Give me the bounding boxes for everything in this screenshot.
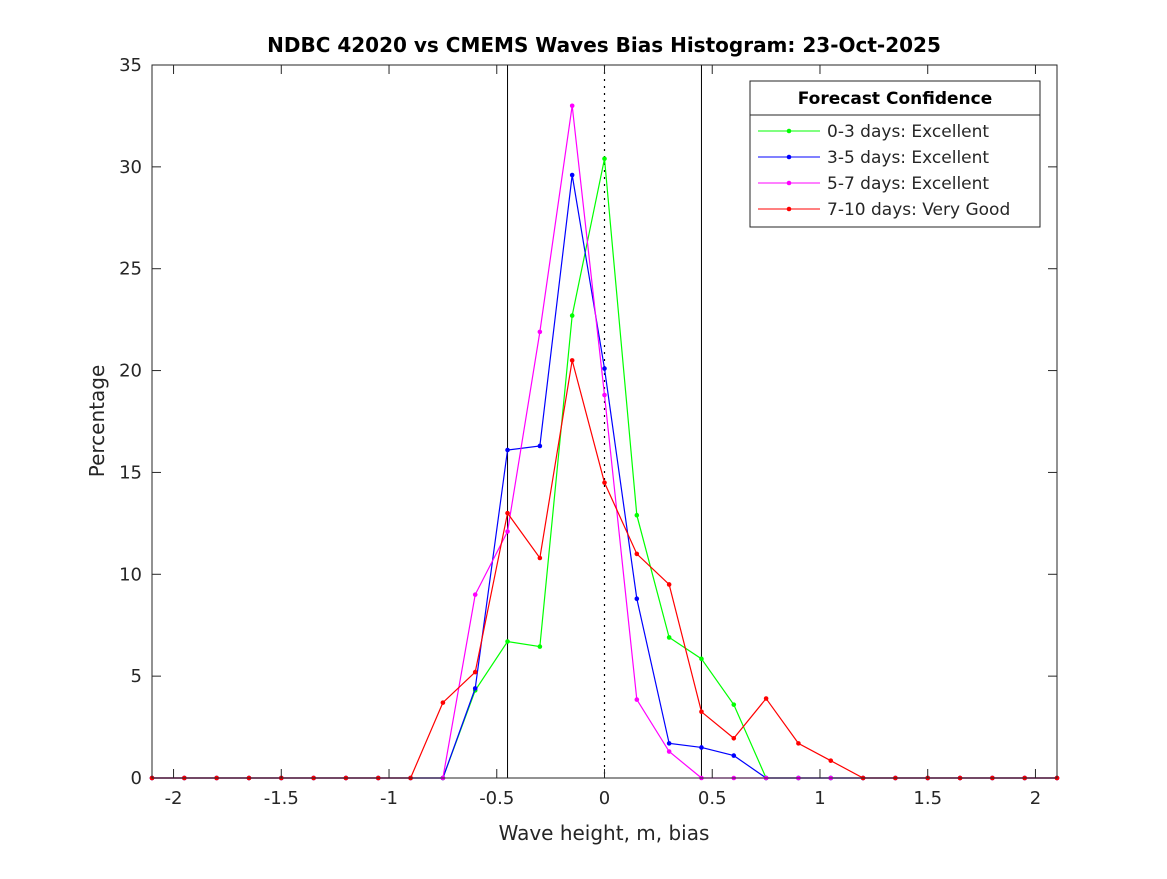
data-point xyxy=(505,447,510,453)
y-tick-label: 5 xyxy=(131,666,142,687)
legend-entry: 7-10 days: Very Good xyxy=(827,200,1010,220)
data-point xyxy=(440,700,446,705)
y-tick-label: 20 xyxy=(119,361,142,382)
legend-title: Forecast Confidence xyxy=(798,89,993,109)
data-point xyxy=(731,702,737,707)
x-tick-label: -2 xyxy=(165,788,183,809)
x-tick-label: -1 xyxy=(380,788,398,809)
x-axis-label: Wave height, m, bias xyxy=(499,821,710,845)
y-tick-label: 15 xyxy=(119,462,142,483)
y-tick-label: 30 xyxy=(119,157,142,178)
data-point xyxy=(505,639,510,644)
data-point xyxy=(828,758,834,763)
legend-entry: 0-3 days: Excellent xyxy=(827,122,989,142)
data-point xyxy=(537,443,543,449)
x-tick-label: 1.5 xyxy=(913,788,942,809)
legend: Forecast Confidence 0-3 days: Excellent 3… xyxy=(749,80,1041,228)
x-tick-label: -1.5 xyxy=(264,788,299,809)
legend-swatch-marker xyxy=(786,128,792,134)
data-point xyxy=(472,592,478,597)
data-point xyxy=(602,392,607,398)
x-tick-label: -0.5 xyxy=(479,788,514,809)
data-point xyxy=(569,313,575,318)
data-point xyxy=(505,510,510,516)
data-point xyxy=(731,753,737,758)
chart-title: NDBC 42020 vs CMEMS Waves Bias Histogram… xyxy=(267,33,941,57)
data-point xyxy=(505,529,510,534)
data-point xyxy=(763,696,769,701)
x-tick-label: 0 xyxy=(599,788,610,809)
y-tick-label: 0 xyxy=(131,768,142,789)
legend-swatch-marker xyxy=(786,154,792,160)
legend-box xyxy=(749,80,1041,228)
x-tick-label: 0.5 xyxy=(698,788,727,809)
data-point xyxy=(472,669,478,675)
data-point xyxy=(602,156,607,162)
data-point xyxy=(602,480,607,485)
x-tick-label: 1 xyxy=(814,788,825,809)
data-point xyxy=(666,635,672,640)
data-point xyxy=(666,741,672,746)
legend-entry: 3-5 days: Excellent xyxy=(827,148,989,168)
y-tick-label: 10 xyxy=(119,564,142,585)
data-point xyxy=(634,697,640,702)
data-point xyxy=(634,596,640,602)
data-point xyxy=(537,644,543,649)
data-point xyxy=(699,709,704,715)
data-point xyxy=(537,329,543,335)
data-point xyxy=(569,358,575,363)
data-point xyxy=(602,366,607,371)
data-point xyxy=(569,103,575,109)
data-point xyxy=(634,551,640,557)
legend-swatch-marker xyxy=(786,180,792,186)
y-axis-label: Percentage xyxy=(85,365,109,478)
data-point xyxy=(796,741,801,746)
data-point xyxy=(731,735,737,741)
legend-swatch-marker xyxy=(786,206,792,212)
data-point xyxy=(666,582,672,587)
data-point xyxy=(537,555,543,561)
x-tick-label: 2 xyxy=(1030,788,1041,809)
data-point xyxy=(699,656,704,662)
data-point xyxy=(666,749,672,754)
data-point xyxy=(634,512,640,518)
data-point xyxy=(699,745,704,750)
y-tick-label: 25 xyxy=(119,259,142,280)
data-point xyxy=(569,172,575,178)
legend-entry: 5-7 days: Excellent xyxy=(827,174,989,194)
y-tick-label: 35 xyxy=(119,55,142,76)
data-point xyxy=(472,686,478,691)
